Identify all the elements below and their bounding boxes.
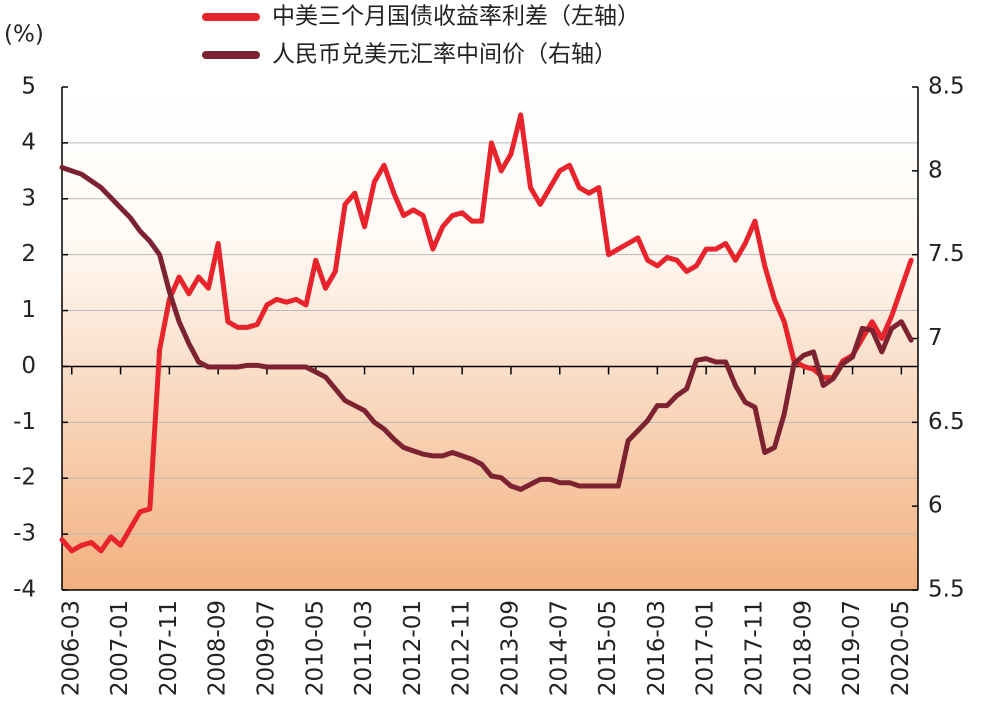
x-tick-label: 2013-09 xyxy=(497,600,523,696)
x-tick-label: 2020-05 xyxy=(888,600,914,696)
series-line xyxy=(59,164,914,492)
y-tick-label: -4 xyxy=(13,577,36,603)
legend: 中美三个月国债收益率利差（左轴） 人民币兑美元汇率中间价（右轴） xyxy=(202,4,640,68)
x-tick-label: 2009-07 xyxy=(253,600,279,696)
x-tick-label: 2012-01 xyxy=(400,600,426,696)
series-line xyxy=(59,112,914,554)
x-tick-label: 2015-05 xyxy=(595,600,621,696)
y-tick-label: 1 xyxy=(21,297,36,323)
x-tick-label: 2007-11 xyxy=(156,600,182,696)
y-tick-label: 5 xyxy=(21,74,36,100)
y2-tick-label: 8.5 xyxy=(928,74,965,100)
x-tick-label: 2008-09 xyxy=(205,600,231,696)
y2-tick-label: 5.5 xyxy=(928,577,965,603)
y-tick-label: 4 xyxy=(21,129,36,155)
y-tick-label: 3 xyxy=(21,185,36,211)
x-tick-label: 2011-03 xyxy=(351,600,377,696)
x-tick-label: 2010-05 xyxy=(302,600,328,696)
x-tick-label: 2017-11 xyxy=(741,600,767,696)
x-tick-label: 2014-07 xyxy=(546,600,572,696)
y-tick-label: 0 xyxy=(21,353,36,379)
y-tick-label: -3 xyxy=(13,521,36,547)
y2-tick-label: 6.5 xyxy=(928,409,965,435)
y-axis-label: (%) xyxy=(4,22,44,48)
y-tick-label: -1 xyxy=(13,409,36,435)
x-tick-label: 2006-03 xyxy=(58,600,84,696)
y2-tick-label: 7.5 xyxy=(928,241,965,267)
legend-label: 人民币兑美元汇率中间价（右轴） xyxy=(272,42,617,68)
x-tick-label: 2007-01 xyxy=(107,600,133,696)
x-tick-label: 2012-11 xyxy=(449,600,475,696)
x-tick-label: 2016-03 xyxy=(644,600,670,696)
legend-label: 中美三个月国债收益率利差（左轴） xyxy=(272,4,640,30)
y-tick-label: -2 xyxy=(13,465,36,491)
y2-tick-label: 7 xyxy=(928,325,943,351)
y2-tick-label: 8 xyxy=(928,157,943,183)
x-tick-label: 2018-09 xyxy=(790,600,816,696)
x-tick-label: 2019-07 xyxy=(839,600,865,696)
y-tick-label: 2 xyxy=(21,241,36,267)
x-tick-label: 2017-01 xyxy=(693,600,719,696)
y2-tick-label: 6 xyxy=(928,493,943,519)
